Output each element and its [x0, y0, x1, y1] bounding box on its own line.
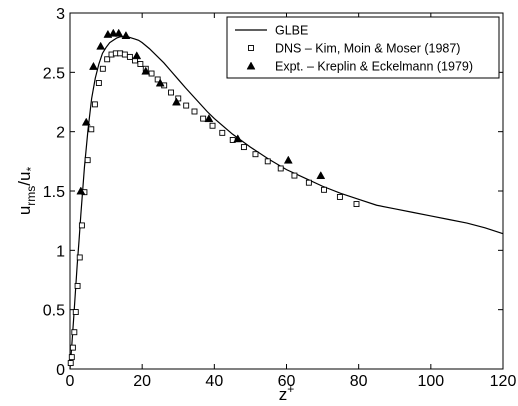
dns-point [121, 51, 128, 58]
y-tick-label: 2.5 [43, 65, 65, 82]
dns-point [264, 158, 271, 165]
dns-point [95, 80, 102, 86]
x-tick-label: 20 [133, 373, 151, 390]
dns-point [67, 360, 74, 367]
y-axis-title-part: u [15, 206, 34, 215]
dns-point [209, 122, 216, 129]
expt-point [132, 51, 142, 60]
expt-point [108, 28, 118, 37]
x-axis-title: z+ [279, 382, 295, 404]
dns-point [291, 172, 298, 179]
dns-point [336, 193, 343, 200]
y-axis-title: urms/u* [15, 167, 38, 216]
dns-point [148, 70, 155, 77]
expt-point [204, 114, 214, 123]
legend-marker-sample [246, 61, 256, 70]
dns-point [78, 222, 85, 229]
x-tick-label: 80 [350, 373, 368, 390]
dns-point [168, 89, 174, 96]
expt-point [81, 117, 91, 126]
expt-point [316, 171, 326, 180]
dns-point [137, 61, 144, 67]
y-axis-title-part: * [24, 167, 38, 172]
y-axis-title-part: /u [15, 172, 34, 186]
dns-point [353, 201, 360, 208]
expt-point [96, 41, 106, 50]
x-tick-label: 40 [205, 373, 223, 390]
y-tick-label: 3 [56, 6, 65, 23]
dns-point [99, 65, 106, 72]
expt-point [155, 78, 165, 87]
expt-point [114, 28, 124, 37]
expt-point [141, 66, 151, 75]
dns-point [69, 344, 76, 351]
dns-point [76, 254, 83, 261]
dns-point [183, 102, 190, 109]
dns-point [200, 115, 207, 122]
dns-point [252, 151, 259, 158]
x-tick-label: 60 [278, 373, 296, 390]
legend-box [226, 16, 500, 79]
dns-point [74, 282, 81, 289]
expt-point [233, 134, 243, 143]
y-axis-title-part: rms [24, 186, 38, 206]
dns-point [71, 329, 78, 336]
y-tick-label: 2 [56, 125, 65, 142]
x-axis-title-main: z [279, 385, 288, 404]
expt-point [121, 31, 131, 39]
dns-point [277, 165, 284, 172]
y-tick-label: 1.5 [43, 184, 65, 201]
expt-point [283, 155, 293, 164]
dns-point [72, 309, 79, 315]
dns-point [305, 179, 312, 186]
x-tick-label: 120 [490, 373, 517, 390]
x-tick-label: 0 [66, 373, 75, 390]
dns-point [91, 101, 98, 108]
dns-point [126, 53, 133, 60]
legend-label: GLBE [275, 24, 308, 38]
dns-point [68, 354, 75, 361]
x-axis-title-sup: + [287, 382, 294, 396]
legend-label: Expt. – Kreplin & Eckelmann (1979) [275, 60, 473, 74]
expt-point [89, 61, 98, 70]
y-tick-label: 0.5 [43, 303, 65, 320]
y-tick-label: 1 [56, 243, 65, 260]
dns-point [219, 129, 226, 136]
y-axis-title-group: urms/u* [15, 167, 38, 216]
y-tick-label: 0 [56, 362, 65, 379]
x-tick-label: 100 [417, 373, 444, 390]
series-line-glbe [69, 36, 504, 370]
dns-point [88, 126, 95, 133]
dns-point [191, 108, 198, 115]
expt-point [76, 186, 86, 195]
dns-point [104, 56, 111, 63]
legend-label: DNS – Kim, Moin & Moser (1987) [275, 42, 460, 56]
expt-point [172, 97, 181, 106]
dns-point [84, 157, 91, 164]
dns-point [321, 186, 327, 193]
legend-marker-sample [248, 45, 254, 51]
dns-point [240, 144, 247, 151]
